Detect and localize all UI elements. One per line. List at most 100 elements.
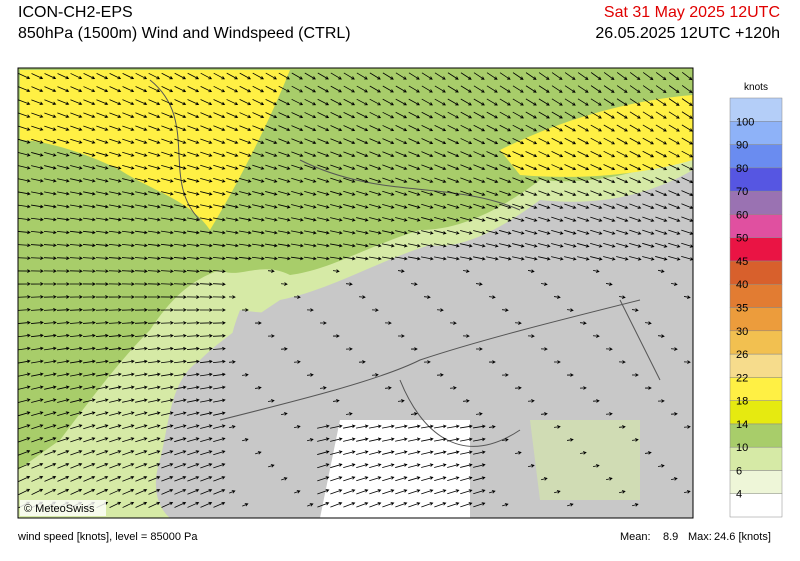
wind-arrow — [304, 85, 317, 93]
wind-arrow — [147, 308, 161, 312]
wind-arrow — [408, 164, 421, 170]
wind-arrow — [668, 124, 680, 132]
wind-arrow — [108, 295, 122, 299]
wind-arrow — [304, 151, 317, 157]
wind-arrow — [421, 203, 434, 209]
wind-arrow — [330, 437, 343, 442]
wind-arrow — [473, 450, 486, 455]
wind-arrow — [160, 295, 174, 299]
wind-arrow — [44, 204, 57, 209]
wind-arrow — [281, 477, 288, 481]
wind-arrow — [473, 230, 486, 235]
init-time: 26.05.2025 12UTC +120h — [595, 25, 780, 42]
wind-arrow — [83, 411, 96, 416]
wind-arrow — [264, 256, 278, 261]
wind-arrow — [486, 111, 498, 119]
wind-arrow — [147, 295, 161, 299]
wind-arrow — [642, 256, 655, 261]
wind-arrow — [96, 165, 109, 170]
wind-arrow — [343, 204, 356, 209]
wind-arrow — [148, 86, 161, 93]
wind-arrow — [447, 437, 460, 442]
wind-arrow — [278, 72, 290, 80]
wind-arrow — [226, 99, 239, 106]
wind-arrow — [31, 437, 44, 443]
wind-arrow — [525, 164, 538, 171]
wind-arrow — [460, 164, 473, 170]
wind-arrow — [629, 111, 641, 119]
wind-arrow — [135, 165, 148, 170]
wind-arrow — [460, 111, 473, 119]
wind-arrow — [96, 178, 109, 183]
wind-arrow — [408, 502, 421, 508]
wind-arrow — [278, 243, 291, 248]
wind-arrow — [17, 295, 31, 299]
wind-arrow — [147, 359, 161, 364]
wind-arrow — [70, 217, 83, 222]
wind-arrow — [603, 190, 616, 196]
wind-arrow — [69, 295, 83, 299]
wind-arrow — [160, 346, 174, 351]
wind-arrow — [382, 217, 395, 222]
wind-arrow — [343, 125, 356, 132]
wind-arrow — [31, 462, 44, 469]
wind-arrow — [343, 489, 356, 495]
wind-arrow — [96, 450, 109, 456]
wind-arrow — [369, 256, 382, 261]
wind-arrow — [18, 488, 31, 495]
wind-arrow — [148, 125, 161, 131]
map-title: 850hPa (1500m) Wind and Windspeed (CTRL) — [18, 25, 351, 42]
wind-arrow — [160, 269, 174, 274]
wind-arrow — [538, 229, 551, 235]
wind-arrow — [551, 164, 564, 171]
wind-arrow — [434, 98, 446, 106]
wind-arrow — [382, 125, 395, 132]
wind-arrow — [655, 111, 667, 119]
wind-arrow — [148, 112, 161, 118]
colorbar-label: 100 — [736, 116, 754, 128]
wind-arrow — [499, 85, 511, 93]
wind-arrow — [564, 243, 577, 248]
wind-arrow — [70, 178, 83, 183]
wind-arrow — [226, 72, 239, 80]
wind-arrow — [213, 450, 226, 456]
wind-arrow — [82, 333, 96, 338]
wind-arrow — [161, 204, 174, 209]
wind-arrow — [382, 190, 395, 196]
wind-arrow — [304, 112, 317, 119]
wind-arrow — [252, 72, 264, 80]
wind-arrow — [408, 243, 421, 248]
wind-arrow — [408, 489, 421, 495]
wind-arrow — [330, 112, 343, 119]
wind-arrow — [356, 437, 369, 442]
wind-arrow — [278, 204, 291, 209]
wind-arrow — [174, 86, 187, 93]
wind-arrow — [330, 424, 343, 429]
wind-arrow — [213, 204, 226, 209]
wind-arrow — [122, 398, 135, 403]
wind-arrow — [434, 502, 447, 508]
wind-arrow — [330, 230, 343, 235]
wind-arrow — [304, 125, 317, 132]
wind-arrow — [590, 177, 603, 184]
wind-arrow — [70, 437, 83, 443]
wind-arrow — [488, 425, 496, 429]
wind-arrow — [291, 191, 304, 196]
wind-arrow — [577, 98, 589, 106]
wind-arrow — [291, 164, 304, 170]
wind-arrow — [642, 164, 655, 171]
wind-arrow — [538, 243, 551, 248]
wind-arrow — [70, 125, 83, 131]
wind-arrow — [642, 137, 654, 145]
wind-arrow — [434, 85, 446, 93]
wind-arrow — [174, 112, 187, 119]
wind-arrow — [121, 230, 135, 235]
wind-arrow — [109, 463, 122, 469]
wind-arrow — [148, 138, 161, 144]
wind-arrow — [252, 112, 265, 119]
wind-arrow — [395, 151, 408, 158]
wind-arrow — [408, 450, 421, 455]
wind-arrow — [186, 243, 200, 248]
wind-arrow — [343, 230, 356, 235]
wind-arrow — [200, 476, 213, 482]
